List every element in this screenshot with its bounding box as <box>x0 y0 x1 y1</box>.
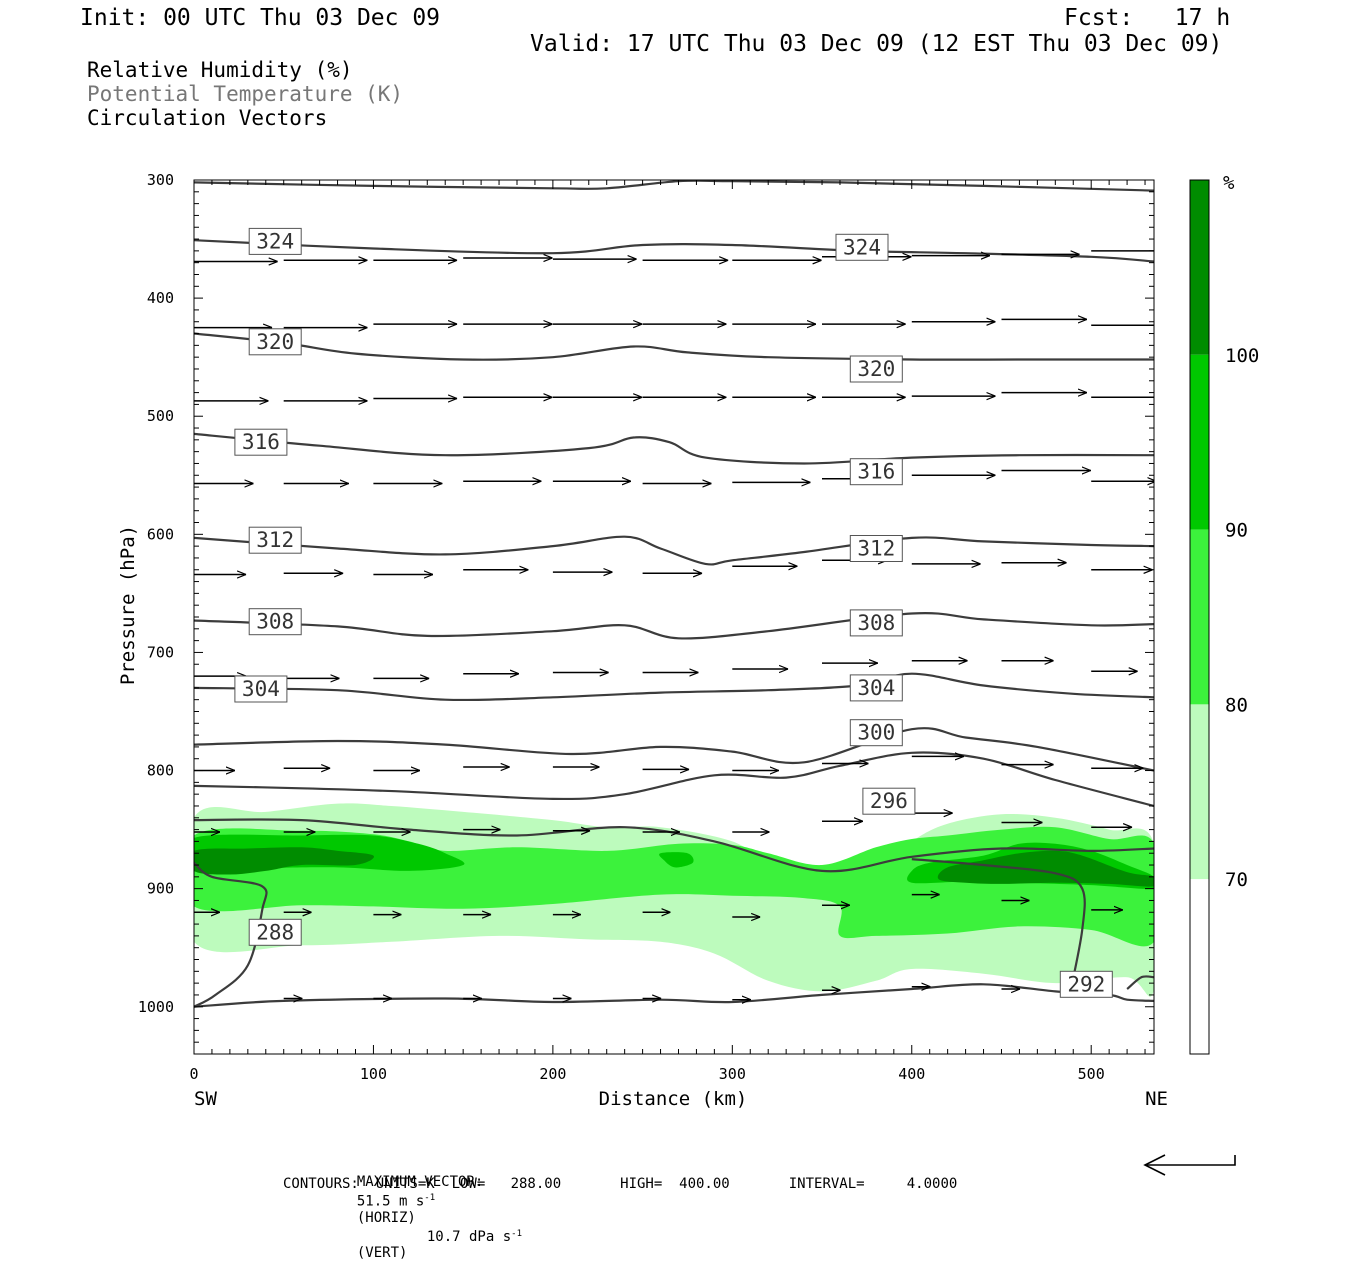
theta-label: 296 <box>870 789 908 813</box>
theta-label: 324 <box>256 229 294 253</box>
y-tick-label: 1000 <box>138 998 174 1016</box>
rh-region-100-6 <box>937 850 1154 887</box>
x-tick-label: 100 <box>360 1065 387 1083</box>
theta-label: 316 <box>857 460 895 484</box>
theta-label-box <box>234 428 288 456</box>
y-tick-label: 900 <box>147 880 174 898</box>
theta-contour-324 <box>194 332 1154 361</box>
y-tick-label: 800 <box>147 762 174 780</box>
theta-contour-316 <box>194 535 1154 566</box>
vert-tag: (VERT) <box>356 1245 408 1261</box>
rh-region-100-5 <box>194 847 374 875</box>
theta-contour-320 <box>194 432 1154 465</box>
plot-area: 288 292 296 300 304 308 312 316 320 324 324 320 316 3… <box>194 180 1154 1008</box>
reference-vector-head <box>1143 1154 1166 1176</box>
max-vector-horiz: 51.5 m s <box>356 1193 425 1210</box>
max-vector-vert: 10.7 dPa s <box>426 1229 512 1246</box>
init-time: Init: 00 UTC Thu 03 Dec 09 <box>80 5 441 31</box>
theta-label-box <box>849 719 903 747</box>
colorbar-segment-80-90 <box>1190 529 1209 705</box>
max-vector-label: MAXIMUM VECTOR: <box>356 1174 484 1190</box>
x-endpoint-ne: NE <box>1145 1088 1168 1110</box>
x-axis-label: Distance (km) <box>599 1088 748 1110</box>
reference-vector <box>1145 1155 1236 1166</box>
theta-label-box <box>849 355 903 383</box>
x-tick-label: 0 <box>189 1065 198 1083</box>
theta-label-box <box>849 458 903 486</box>
theta-contour-304 <box>194 727 1154 772</box>
max-vector-line: MAXIMUM VECTOR: 51.5 m s-1 (HORIZ) 10.7 … <box>340 1158 522 1261</box>
x-endpoint-sw: SW <box>194 1088 217 1110</box>
colorbar-level-label: 100 <box>1225 345 1259 367</box>
theta-contour-292 <box>194 983 1154 1008</box>
theta-contour-328 <box>194 239 1154 263</box>
colorbar-segment-below-70 <box>1190 879 1209 1054</box>
theta-label: 288 <box>256 920 294 944</box>
theta-label: 300 <box>857 721 895 745</box>
theta-label-box <box>248 918 302 946</box>
colorbar-frame <box>1189 179 1210 1055</box>
theta-label: 308 <box>857 611 895 635</box>
theta-label-box <box>248 526 302 554</box>
colorbar-level-label: 70 <box>1225 869 1248 891</box>
unit-exponent: -1 <box>424 1193 436 1203</box>
cross-section-chart: 288 292 296 300 304 308 312 316 320 324 324 320 316 3… <box>117 171 1259 1176</box>
colorbar-unit: % <box>1223 172 1235 194</box>
unit-exponent: -1 <box>511 1228 522 1239</box>
y-tick-label: 600 <box>147 525 174 543</box>
colorbar-level-label: 80 <box>1225 694 1248 716</box>
theta-label-box <box>1059 970 1113 998</box>
theta-label-box <box>849 674 903 702</box>
colorbar-segment-100-plus <box>1190 180 1209 355</box>
theta-label-box <box>234 675 288 703</box>
valid-time: Valid: 17 UTC Thu 03 Dec 09 (12 EST Thu … <box>530 31 1223 57</box>
colorbar-segment-70-80 <box>1190 704 1209 880</box>
colorbar-level-label: 90 <box>1225 520 1248 542</box>
theta-label: 316 <box>242 430 280 454</box>
theta-label: 320 <box>857 357 895 381</box>
theta-contour-308 <box>194 672 1154 702</box>
theta-label: 304 <box>242 677 280 701</box>
theta-contour-300 <box>194 751 1154 808</box>
theta-label-box <box>248 608 302 636</box>
x-tick-label: 200 <box>539 1065 566 1083</box>
theta-label-box <box>835 233 889 261</box>
theta-contour-292 <box>911 858 1086 996</box>
forecast-hour: Fcst: 17 h <box>1064 5 1231 31</box>
theta-contour-296 <box>194 818 1154 873</box>
legend-rh: Relative Humidity (%) <box>87 58 353 82</box>
theta-label-box <box>248 328 302 356</box>
y-axis-label: Pressure (hPa) <box>117 525 139 685</box>
theta-label: 320 <box>256 330 294 354</box>
rh-region-90-4 <box>659 852 694 868</box>
theta-label-box <box>248 227 302 255</box>
theta-contour-312 <box>194 612 1154 640</box>
theta-label-box <box>862 787 916 815</box>
horiz-tag: (HORIZ) <box>356 1209 416 1226</box>
x-tick-label: 300 <box>719 1065 746 1083</box>
theta-contour-288 <box>194 861 268 1008</box>
theta-label: 312 <box>857 537 895 561</box>
theta-label: 312 <box>256 528 294 552</box>
theta-label: 324 <box>843 235 881 259</box>
theta-label-box <box>849 609 903 637</box>
theta-contour-296 <box>1126 975 1154 990</box>
theta-label-box <box>849 535 903 562</box>
x-tick-label: 500 <box>1078 1065 1105 1083</box>
colorbar-segment-90-100 <box>1190 354 1209 530</box>
contours-info: CONTOURS: UNITS=K LOW= 288.00 HIGH= 400.… <box>283 1176 958 1192</box>
x-tick-label: 400 <box>898 1065 925 1083</box>
y-tick-label: 400 <box>147 289 174 307</box>
legend-vectors: Circulation Vectors <box>87 106 328 130</box>
theta-label: 308 <box>256 610 294 634</box>
y-tick-label: 500 <box>147 407 174 425</box>
y-tick-label: 300 <box>147 171 174 189</box>
theta-label: 304 <box>857 676 895 700</box>
y-tick-label: 700 <box>147 643 174 661</box>
legend-theta: Potential Temperature (K) <box>87 82 404 106</box>
theta-label: 292 <box>1067 972 1105 996</box>
